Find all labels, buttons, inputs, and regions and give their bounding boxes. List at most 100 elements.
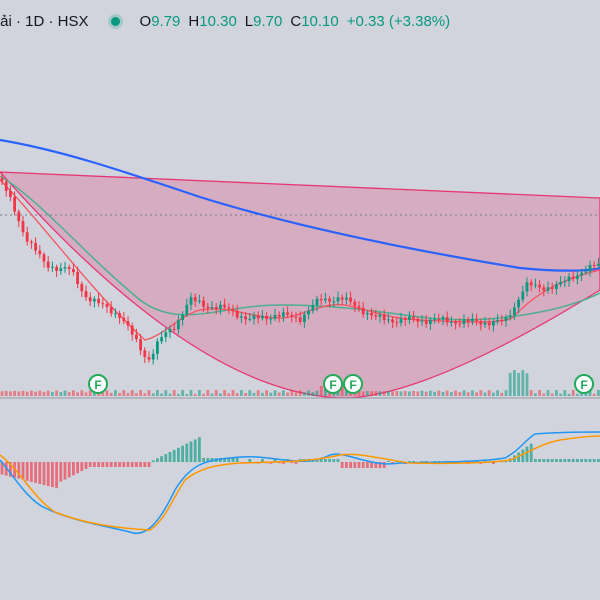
- candle-body: [370, 313, 373, 316]
- histogram-bar: [156, 458, 159, 462]
- histogram-bar: [30, 462, 33, 482]
- volume-bar: [101, 392, 105, 396]
- candle-body: [366, 313, 369, 315]
- volume-bar: [114, 390, 117, 396]
- histogram-bar: [160, 456, 163, 462]
- close-value: 10.10: [301, 12, 339, 30]
- candle-body: [143, 350, 147, 358]
- volume-bar: [567, 393, 571, 396]
- volume-bar: [105, 390, 109, 396]
- candle-body: [189, 297, 193, 305]
- volume-bar: [9, 391, 12, 396]
- histogram-bar: [580, 459, 583, 462]
- volume-bar: [139, 390, 142, 396]
- candle-body: [433, 318, 436, 320]
- candle-body: [214, 307, 218, 310]
- candle-body: [437, 318, 441, 320]
- volume-bar: [240, 390, 243, 396]
- candle-body: [93, 298, 96, 302]
- histogram-bar: [88, 462, 92, 467]
- histogram-bar: [198, 437, 201, 462]
- volume-bar: [454, 390, 457, 396]
- candle-body: [202, 300, 205, 307]
- volume-bar: [269, 392, 273, 396]
- histogram-bar: [521, 449, 525, 462]
- candle-body: [122, 317, 126, 322]
- candle-body: [273, 314, 277, 319]
- event-marker-label: F: [329, 378, 336, 392]
- candle-body: [282, 312, 285, 317]
- volume-bar: [458, 392, 462, 396]
- candle-body: [13, 196, 16, 212]
- volume-bar: [517, 373, 520, 396]
- candle-body: [353, 301, 357, 307]
- volume-bar: [391, 391, 394, 396]
- volume-bars: [0, 370, 600, 396]
- histogram-bar: [353, 462, 357, 468]
- volume-bar: [72, 390, 75, 396]
- open-label: O: [139, 12, 152, 30]
- candlestick-series: [0, 172, 600, 365]
- volume-bar: [244, 393, 247, 396]
- volume-bar: [571, 390, 575, 396]
- histogram-bar: [135, 462, 138, 467]
- candle-body: [382, 314, 386, 320]
- volume-bar: [555, 390, 558, 396]
- symbol-interval-exchange[interactable]: tải · 1D · HSX: [0, 12, 89, 30]
- candle-body: [429, 319, 432, 324]
- histogram-bar: [0, 462, 4, 475]
- volume-bar: [130, 390, 134, 396]
- volume-bar: [559, 393, 562, 396]
- histogram-bar: [584, 459, 588, 462]
- candle-body: [311, 305, 315, 311]
- volume-bar: [290, 390, 294, 396]
- histogram-bar: [336, 459, 340, 462]
- volume-bar: [433, 391, 436, 396]
- candle-body: [30, 241, 33, 243]
- volume-bar: [429, 390, 432, 396]
- candle-body: [286, 312, 289, 315]
- histogram-bar: [475, 461, 478, 463]
- histogram-bar: [571, 459, 575, 462]
- histogram-bar: [143, 462, 147, 467]
- candle-body: [416, 318, 420, 322]
- volume-bar: [181, 390, 184, 396]
- candle-body: [328, 298, 331, 302]
- candle-body: [290, 314, 294, 317]
- macd-histogram: [0, 437, 600, 489]
- volume-bar: [168, 393, 172, 396]
- volume-bar: [382, 391, 386, 396]
- histogram-bar: [382, 462, 386, 468]
- volume-bar: [256, 390, 260, 396]
- candle-body: [303, 314, 306, 322]
- volume-bar: [563, 390, 567, 396]
- candle-body: [592, 264, 596, 267]
- histogram-bar: [290, 462, 294, 464]
- volume-bar: [538, 390, 541, 396]
- volume-bar: [177, 393, 180, 396]
- candle-body: [492, 321, 495, 326]
- volume-bar: [550, 393, 554, 396]
- histogram-bar: [420, 461, 424, 463]
- volume-bar: [160, 393, 163, 396]
- histogram-bar: [93, 462, 96, 467]
- histogram-bar: [542, 459, 546, 462]
- volume-bar: [282, 390, 285, 396]
- volume-bar: [88, 390, 92, 396]
- histogram-bar: [340, 462, 344, 468]
- candle-body: [294, 316, 298, 318]
- volume-bar: [361, 391, 365, 396]
- histogram-bar: [235, 458, 239, 462]
- volume-bar: [471, 390, 474, 396]
- volume-bar: [500, 392, 504, 396]
- candle-body: [450, 321, 453, 323]
- histogram-bar: [597, 459, 600, 462]
- candle-body: [25, 232, 29, 242]
- candle-body: [466, 319, 470, 322]
- histogram-bar: [592, 459, 596, 462]
- volume-bar: [261, 392, 264, 396]
- candle-body: [256, 315, 260, 319]
- candle-body: [315, 298, 319, 306]
- volume-bar: [34, 391, 37, 396]
